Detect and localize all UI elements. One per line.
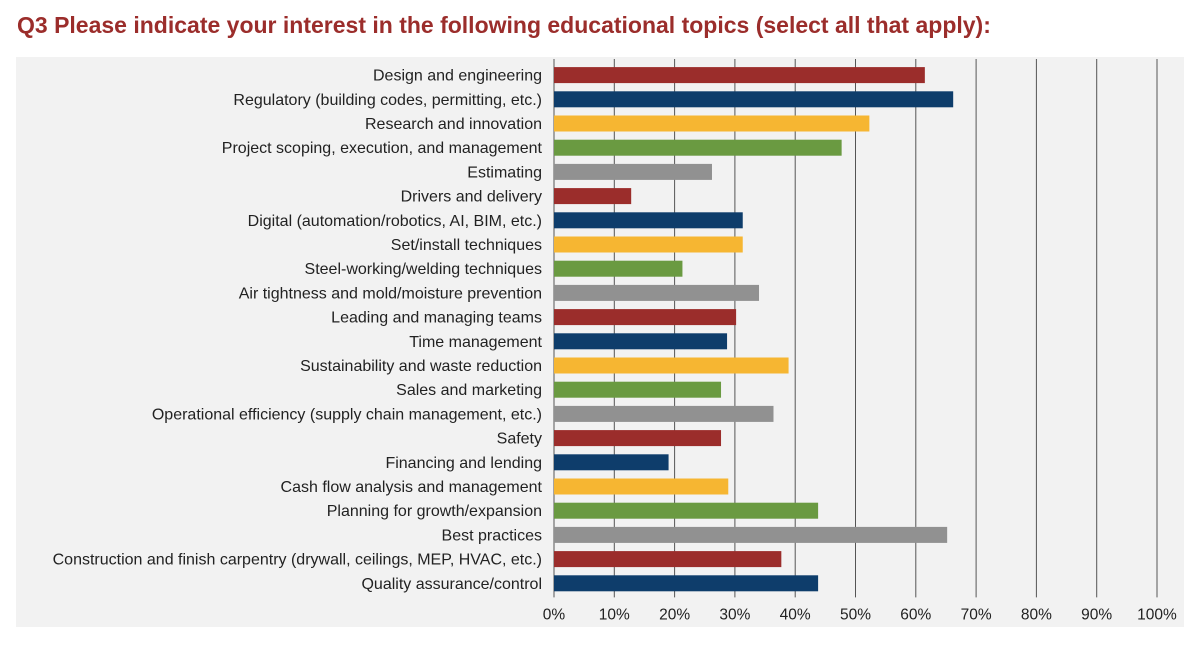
bar: [554, 430, 722, 447]
bar: [554, 357, 789, 374]
bar-chart: Design and engineering Regulatory (buildi…: [53, 59, 1177, 623]
bar: [554, 502, 819, 519]
tick-label: 10%: [599, 606, 630, 623]
bar: [554, 526, 948, 543]
bar: [554, 236, 743, 253]
tick-label: 60%: [900, 606, 931, 623]
category-label: Operational efficiency (supply chain man…: [152, 406, 542, 423]
bar: [554, 284, 760, 301]
tick-label: 30%: [719, 606, 750, 623]
tick-label: 20%: [659, 606, 690, 623]
tick-label: 90%: [1081, 606, 1112, 623]
bar: [554, 91, 954, 108]
tick-label: 70%: [961, 606, 992, 623]
tick-label: 80%: [1021, 606, 1052, 623]
category-label: Set/install techniques: [391, 237, 542, 254]
bar: [554, 478, 729, 495]
bar: [554, 575, 819, 592]
tick-label: 50%: [840, 606, 871, 623]
category-label: Research and innovation: [365, 116, 542, 133]
bar: [554, 115, 870, 132]
category-label: Sustainability and waste reduction: [300, 358, 542, 375]
category-label: Quality assurance/control: [361, 576, 542, 593]
bar: [554, 309, 737, 326]
category-label: Estimating: [467, 164, 542, 181]
category-label: Steel-working/welding techniques: [305, 261, 542, 278]
category-label: Drivers and delivery: [401, 189, 542, 206]
category-label: Planning for growth/expansion: [327, 503, 542, 520]
bar: [554, 212, 743, 229]
tick-label: 40%: [780, 606, 811, 623]
tick-label: 100%: [1137, 606, 1177, 623]
category-label: Construction and finish carpentry (drywa…: [53, 552, 542, 569]
bar: [554, 163, 712, 180]
category-label: Time management: [409, 334, 542, 351]
category-label: Cash flow analysis and management: [281, 479, 543, 496]
bar: [554, 333, 728, 350]
category-label: Project scoping, execution, and manageme…: [222, 140, 543, 157]
bar: [554, 551, 782, 568]
bar: [554, 67, 925, 84]
tick-label: 0%: [543, 606, 566, 623]
category-label: Design and engineering: [373, 68, 542, 85]
category-label: Safety: [497, 431, 542, 448]
category-label: Regulatory (building codes, permitting, …: [233, 92, 542, 109]
bar: [554, 454, 669, 471]
category-label: Sales and marketing: [396, 382, 542, 399]
bar: [554, 260, 683, 277]
category-label: Best practices: [442, 527, 542, 544]
chart-title: Q3 Please indicate your interest in the …: [17, 12, 991, 38]
bar: [554, 381, 722, 398]
bar: [554, 139, 842, 156]
bar: [554, 188, 632, 205]
category-label: Leading and managing teams: [331, 310, 542, 327]
chart-panel: Design and engineering Regulatory (buildi…: [16, 57, 1184, 627]
category-label: Air tightness and mold/moisture preventi…: [239, 285, 542, 302]
category-label: Digital (automation/robotics, AI, BIM, e…: [248, 213, 542, 230]
bar: [554, 405, 774, 422]
category-label: Financing and lending: [385, 455, 542, 472]
